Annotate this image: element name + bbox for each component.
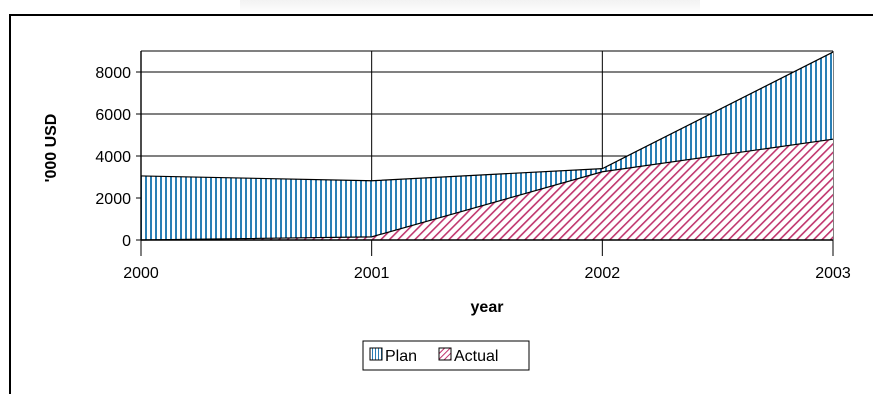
line-actual	[140, 138, 834, 241]
y-tick-label: 2000	[95, 191, 131, 208]
y-tick-label: 8000	[95, 65, 131, 82]
legend-label-plan: Plan	[385, 348, 417, 365]
legend-label-actual: Actual	[454, 348, 498, 365]
x-tick-label: 2001	[354, 265, 390, 282]
series-areas	[140, 51, 834, 241]
axes	[136, 51, 834, 256]
x-tick-label: 2002	[585, 265, 621, 282]
chart-border	[9, 14, 873, 394]
y-tick-label: 0	[122, 233, 131, 250]
y-axis-title: '000 USD	[43, 114, 60, 183]
y-tick-label: 4000	[95, 149, 131, 166]
legend-swatch-actual	[438, 347, 452, 361]
line-plan	[140, 51, 834, 182]
y-tick-label: 6000	[95, 107, 131, 124]
y-tick-labels: 0 2000 4000 6000 8000	[95, 65, 131, 250]
x-axis-title: year	[471, 299, 504, 316]
x-tick-label: 2000	[123, 265, 159, 282]
legend-swatch-plan	[369, 347, 383, 361]
x-tick-labels: 2000 2001 2002 2003	[123, 265, 851, 282]
legend: Plan Actual	[362, 340, 530, 371]
top-shading	[240, 0, 700, 14]
area-actual	[141, 139, 833, 240]
x-tick-label: 2003	[815, 265, 851, 282]
